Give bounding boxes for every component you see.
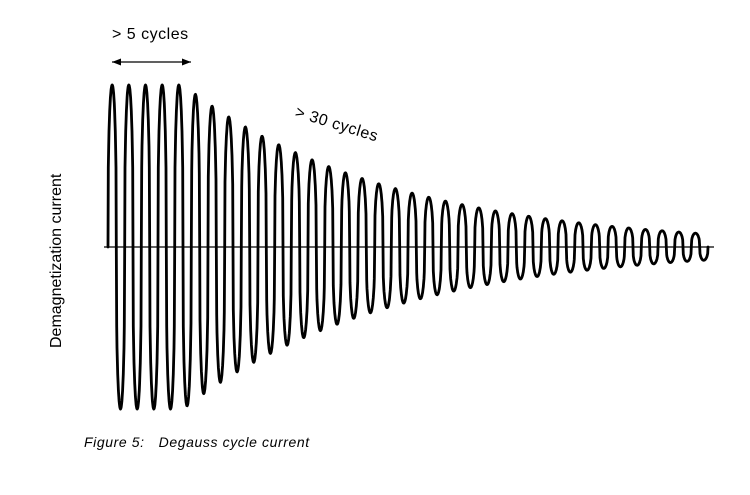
arrow-right-head	[182, 58, 191, 66]
figure-caption-number: Figure 5:	[84, 434, 145, 450]
degauss-waveform	[106, 83, 710, 411]
arrow-left-head	[112, 58, 121, 66]
y-axis-label: Demagnetization current	[48, 173, 65, 348]
figure-caption: Figure 5: Degauss cycle current	[84, 434, 310, 450]
five-cycles-range-arrow	[112, 58, 191, 66]
figure-caption-title: Degauss cycle current	[158, 434, 310, 450]
annotation-5-cycles: > 5 cycles	[112, 26, 189, 43]
